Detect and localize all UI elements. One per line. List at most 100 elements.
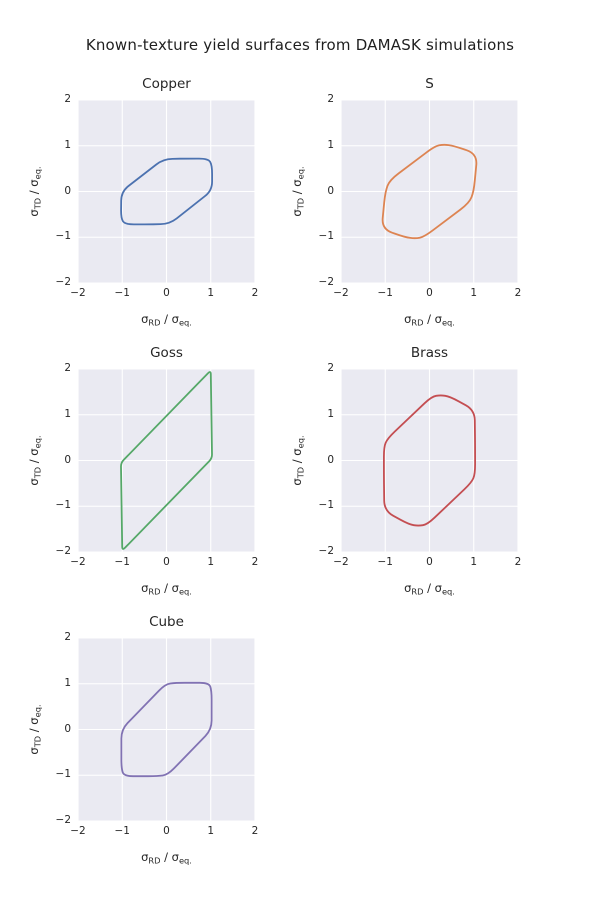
divider-slash: /: [160, 850, 172, 864]
eq-subscript: eq.: [178, 586, 192, 597]
y-axis-subscript: TD: [295, 466, 306, 479]
y-tick-label: 0: [327, 453, 334, 466]
x-tick-label: 1: [470, 556, 478, 568]
y-tick-label: −2: [55, 545, 71, 557]
sigma-symbol: σ: [434, 312, 442, 326]
eq-subscript: eq.: [178, 855, 192, 866]
y-axis-label: σTD / σeq.: [27, 100, 43, 283]
x-tick-label: −1: [377, 556, 393, 568]
eq-subscript: eq.: [32, 435, 43, 449]
plot-area: [78, 100, 255, 283]
eq-subscript: eq.: [178, 317, 192, 328]
subplot-title: S: [425, 76, 434, 92]
y-axis-label: σTD / σeq.: [290, 369, 306, 552]
y-tick-label: −1: [55, 499, 71, 512]
plot-area: [78, 638, 255, 821]
x-tick-label: 2: [251, 825, 259, 837]
subplot-brass: Brass −2 −1 0 1 2 −2 −1 0 1 2 σRD / σeq. σTD / σ…: [283, 342, 533, 610]
subplot-s: S −2 −1 0 1 2 −2 −1 0 1 2 σRD / σeq. σTD / σeq.: [283, 73, 533, 341]
sigma-symbol: σ: [171, 312, 179, 326]
plot-area: [78, 369, 255, 552]
sigma-symbol: σ: [27, 478, 41, 486]
sigma-symbol: σ: [290, 478, 304, 486]
x-axis-subscript: RD: [148, 317, 161, 328]
x-tick-label: −1: [114, 287, 130, 299]
x-axis-subscript: RD: [411, 586, 424, 597]
x-tick-label: 1: [470, 287, 478, 299]
sigma-symbol: σ: [27, 448, 41, 456]
goss-yield-surface-curve: [120, 371, 213, 550]
x-tick-label: −1: [114, 556, 130, 568]
divider-slash: /: [27, 724, 41, 736]
x-tick-label: 2: [514, 556, 522, 568]
y-tick-label: 2: [64, 362, 71, 374]
cube-yield-surface-curve: [120, 681, 213, 778]
eq-subscript: eq.: [441, 586, 455, 597]
sigma-symbol: σ: [434, 581, 442, 595]
x-tick-label: 0: [163, 556, 170, 568]
divider-slash: /: [423, 312, 435, 326]
y-tick-label: −1: [55, 768, 71, 781]
divider-slash: /: [160, 312, 172, 326]
sigma-symbol: σ: [290, 209, 304, 217]
y-tick-label: −2: [318, 276, 334, 288]
y-tick-label: 0: [64, 722, 71, 735]
sigma-symbol: σ: [141, 850, 149, 864]
x-tick-label: 0: [163, 287, 170, 299]
x-axis-label: σRD / σeq.: [341, 312, 518, 328]
x-tick-label: 1: [207, 556, 215, 568]
y-axis-subscript: TD: [32, 466, 43, 479]
x-axis-label: σRD / σeq.: [78, 312, 255, 328]
x-tick-label: −2: [333, 556, 349, 568]
plot-area: [341, 369, 518, 552]
subplot-cube: Cube −2 −1 0 1 2 −2 −1 0 1 2 σRD / σeq. σTD / σe…: [20, 611, 270, 879]
y-axis-label: σTD / σeq.: [290, 100, 306, 283]
x-tick-label: 0: [163, 825, 170, 837]
y-tick-label: 1: [64, 676, 71, 689]
sigma-symbol: σ: [27, 717, 41, 725]
eq-subscript: eq.: [295, 435, 306, 449]
eq-subscript: eq.: [441, 317, 455, 328]
sigma-symbol: σ: [27, 179, 41, 187]
sigma-symbol: σ: [290, 179, 304, 187]
x-tick-label: 1: [207, 287, 215, 299]
x-tick-label: −2: [70, 825, 86, 837]
x-axis-subscript: RD: [411, 317, 424, 328]
subplot-title: Brass: [410, 345, 449, 361]
subplot-title: Goss: [150, 345, 183, 361]
y-tick-label: 2: [64, 631, 71, 643]
y-tick-label: 2: [64, 93, 71, 105]
subplot-goss: Goss −2 −1 0 1 2 −2 −1 0 1 2 σRD / σeq. σTD / σe…: [20, 342, 270, 610]
y-axis-label: σTD / σeq.: [27, 638, 43, 821]
x-tick-label: −1: [114, 825, 130, 837]
brass-yield-surface-curve: [383, 394, 476, 527]
sigma-symbol: σ: [27, 747, 41, 755]
copper-yield-surface-curve: [120, 157, 213, 226]
y-tick-label: −1: [55, 230, 71, 243]
y-tick-label: 1: [327, 407, 334, 420]
y-tick-label: −2: [318, 545, 334, 557]
y-tick-label: 0: [327, 184, 334, 197]
divider-slash: /: [27, 186, 41, 198]
subplot-title: Cube: [149, 614, 184, 630]
sigma-symbol: σ: [404, 581, 412, 595]
subplot-copper: Copper −2 −1 0 1 2 −2 −1 0 1 2 σRD / σeq. σTD / …: [20, 73, 270, 341]
divider-slash: /: [423, 581, 435, 595]
x-tick-label: 2: [251, 556, 259, 568]
x-tick-label: 0: [426, 556, 433, 568]
divider-slash: /: [160, 581, 172, 595]
y-tick-label: −1: [318, 230, 334, 243]
y-tick-label: 2: [327, 362, 334, 374]
divider-slash: /: [27, 455, 41, 467]
x-tick-label: 2: [514, 287, 522, 299]
figure-title: Known-texture yield surfaces from DAMASK…: [85, 36, 515, 54]
sigma-symbol: σ: [171, 581, 179, 595]
x-axis-subscript: RD: [148, 586, 161, 597]
y-axis-subscript: TD: [295, 197, 306, 210]
sigma-symbol: σ: [141, 312, 149, 326]
plot-area: [341, 100, 518, 283]
x-tick-label: 0: [426, 287, 433, 299]
x-tick-label: −1: [377, 287, 393, 299]
y-tick-label: 1: [64, 407, 71, 420]
